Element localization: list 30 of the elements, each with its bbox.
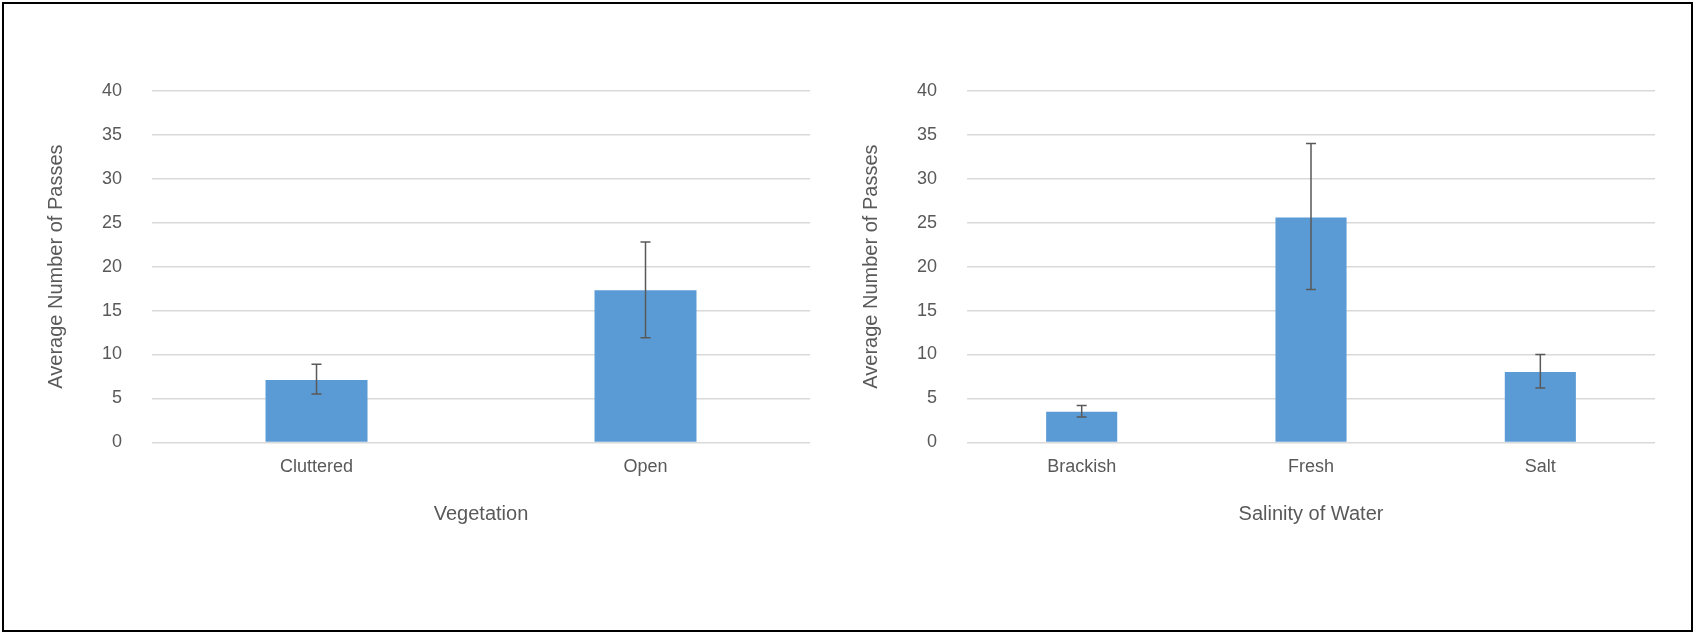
y-tick-label: 0: [112, 431, 123, 452]
y-tick-label: 15: [916, 299, 938, 320]
x-axis-title: Salinity of Water: [1238, 501, 1384, 524]
bar: [1046, 411, 1118, 442]
y-tick-label: 25: [916, 211, 938, 232]
y-axis-title: Average Number of Passes: [858, 144, 881, 389]
y-tick-label: 25: [101, 211, 123, 232]
y-tick-label: 10: [101, 343, 123, 364]
x-tick-label: Brackish: [1047, 456, 1117, 477]
bar: [1275, 217, 1347, 442]
y-axis-title: Average Number of Passes: [43, 144, 66, 389]
x-tick-label: Open: [623, 456, 668, 477]
y-tick-label: 40: [101, 79, 123, 100]
y-tick-label: 20: [916, 255, 938, 276]
y-tick-label: 30: [101, 167, 123, 188]
y-tick-label: 0: [927, 431, 938, 452]
x-tick-label: Cluttered: [279, 456, 354, 477]
y-tick-label: 35: [101, 123, 123, 144]
y-tick-label: 5: [112, 387, 123, 408]
y-tick-label: 5: [927, 387, 938, 408]
y-tick-label: 20: [101, 255, 123, 276]
y-tick-label: 30: [916, 167, 938, 188]
bar: [1504, 372, 1576, 442]
x-tick-label: Fresh: [1288, 456, 1335, 477]
x-axis-title: Vegetation: [433, 501, 529, 524]
x-tick-label: Salt: [1524, 456, 1556, 477]
y-tick-label: 35: [916, 123, 938, 144]
y-tick-label: 40: [916, 79, 938, 100]
y-tick-label: 15: [101, 299, 123, 320]
y-tick-label: 10: [916, 343, 938, 364]
